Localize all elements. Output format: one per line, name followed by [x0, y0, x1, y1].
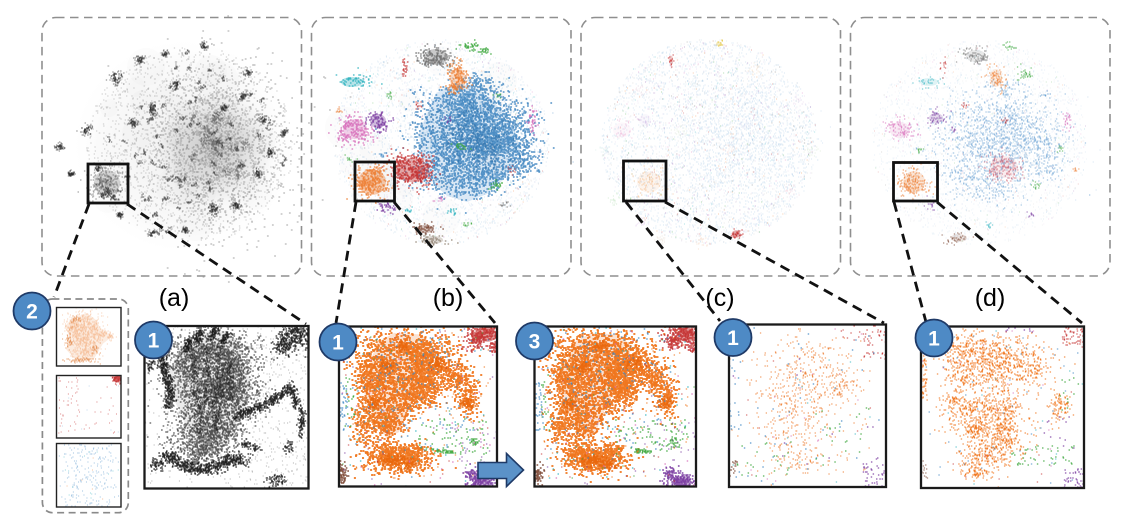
- svg-text:(d): (d): [975, 284, 1006, 312]
- svg-text:2: 2: [26, 301, 38, 324]
- svg-text:(a): (a): [159, 284, 190, 312]
- svg-text:(b): (b): [433, 284, 464, 312]
- svg-text:1: 1: [332, 332, 344, 355]
- svg-text:1: 1: [928, 328, 940, 351]
- svg-text:3: 3: [529, 331, 541, 354]
- svg-text:1: 1: [727, 327, 739, 350]
- svg-text:1: 1: [148, 330, 160, 353]
